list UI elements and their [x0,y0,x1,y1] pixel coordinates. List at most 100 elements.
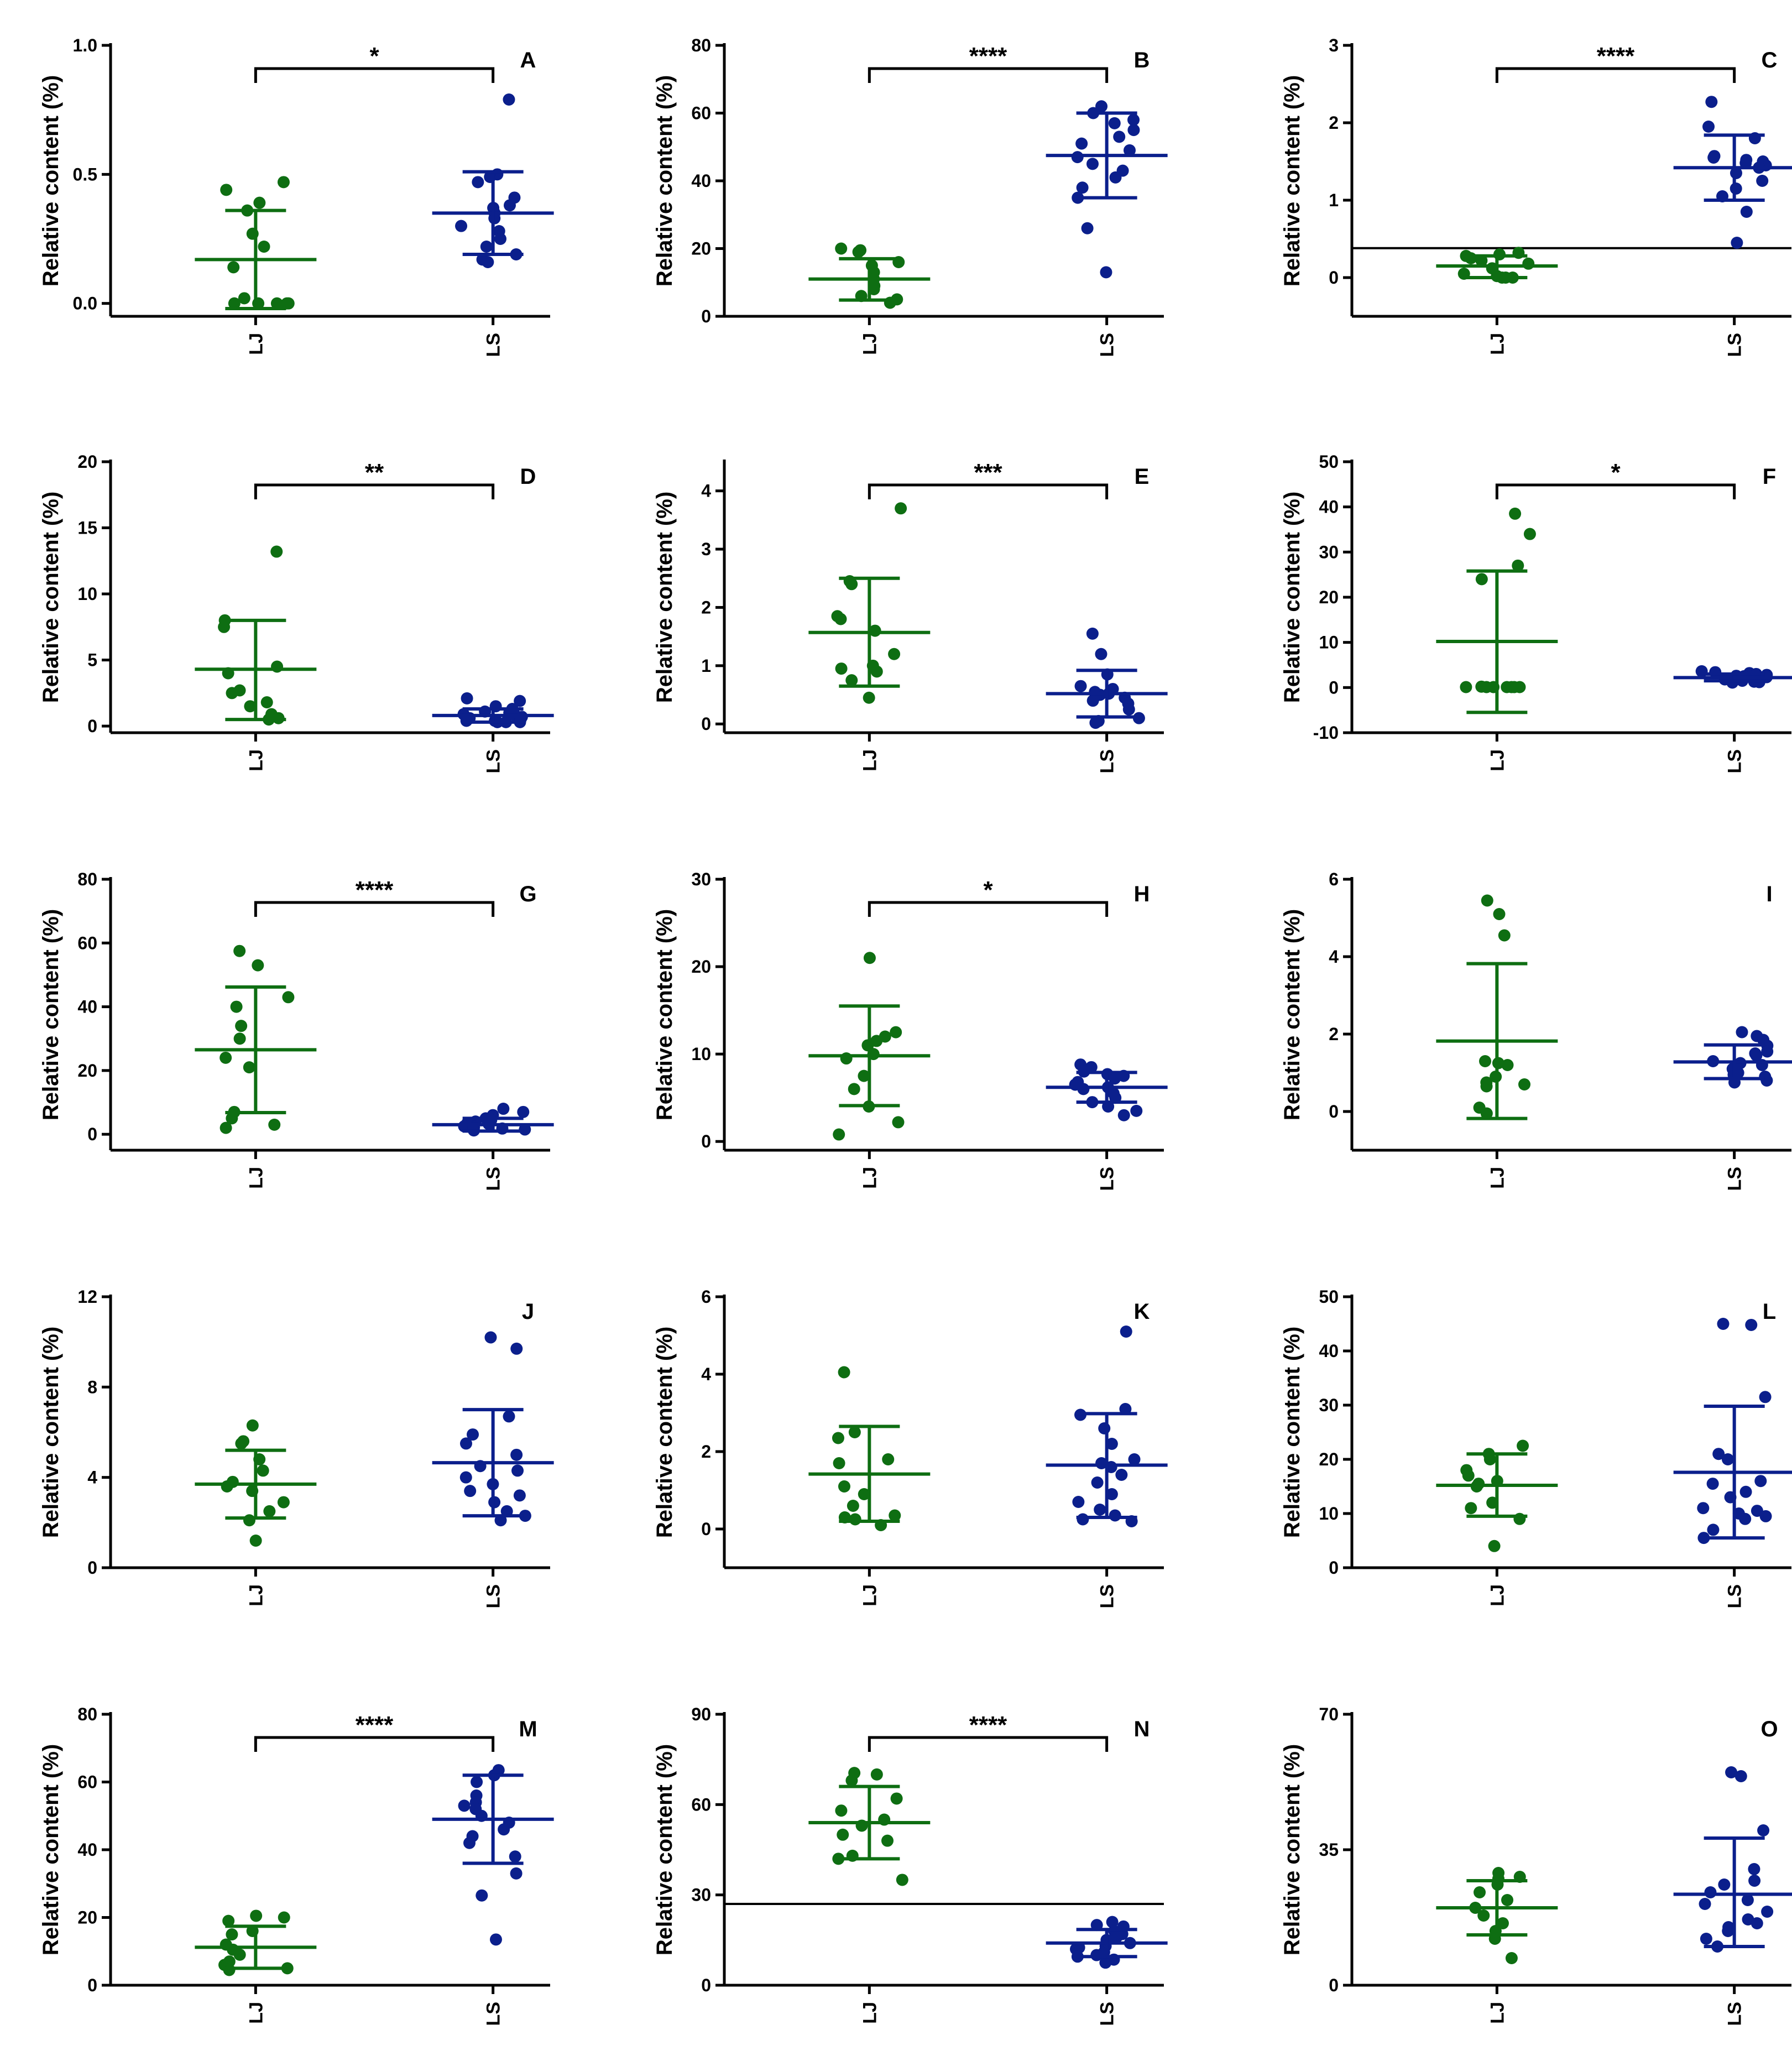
y-axis-title: Relative content (%) [39,1744,63,1955]
data-point [510,1342,523,1355]
data-point [1105,1488,1118,1500]
data-point [1761,1045,1774,1058]
data-point [1741,1894,1754,1906]
data-point [257,1464,269,1477]
panel-F: -10 0 10 20 30 40 50 Relative content (%) F LJ LS * [1280,452,1792,773]
data-point [838,1366,850,1379]
data-point [455,220,468,232]
data-point [1462,1469,1475,1482]
data-point [1071,151,1084,164]
y-axis-title: Relative content (%) [652,492,677,703]
series-LJ [1436,894,1558,1120]
data-point [1474,1886,1486,1898]
y-tick-label: 20 [77,1908,97,1928]
x-category-label: LS [1097,1167,1118,1191]
data-point [1460,681,1472,693]
data-point [230,1000,243,1013]
y-tick-label: 3 [1329,35,1339,55]
data-point [1501,1894,1514,1906]
significance-label: * [369,43,379,70]
data-point [892,1116,905,1129]
series-LS [432,692,554,728]
data-point [1757,1824,1770,1836]
x-category-label: LS [483,1167,504,1191]
y-tick-label: 0 [1329,268,1339,288]
significance-bracket [1495,67,1736,83]
y-tick-label: 40 [77,997,97,1017]
data-point [890,1792,903,1805]
panel-B: 0 20 40 60 80 Relative content (%) B LJ LS **** [652,35,1168,357]
y-tick-label: 10 [77,584,97,604]
data-point [1077,1083,1090,1095]
data-point [1718,1878,1731,1891]
data-point [1098,1422,1111,1434]
y-tick-label: 80 [77,1704,97,1724]
y-axis-title: Relative content (%) [39,909,63,1120]
series-LJ [808,1767,931,1886]
series-LS [432,1331,554,1527]
x-category-label: LJ [859,333,880,355]
data-point [263,1505,276,1517]
data-point [835,662,848,675]
series-LS [1046,100,1168,279]
x-category-label: LJ [859,1167,880,1189]
data-point [837,1828,849,1841]
data-point [1094,1504,1106,1516]
series-LJ [808,502,931,704]
data-point [221,1480,233,1493]
y-axis-title: Relative content (%) [1280,909,1304,1120]
data-point [1483,1453,1496,1465]
series-LJ [1436,1439,1558,1552]
y-tick-label: 60 [77,933,97,953]
y-tick-label: 6 [701,1287,711,1307]
data-point [1748,1863,1760,1875]
data-point [1739,1485,1752,1498]
data-point [467,1428,479,1441]
data-point [494,233,506,245]
data-point [226,1112,238,1125]
data-point [513,1489,526,1502]
data-point [517,1105,530,1118]
x-category-label: LJ [859,1584,880,1606]
significance-bracket [254,67,495,83]
data-point [1493,908,1506,920]
data-point [833,1457,845,1469]
y-tick-label: -10 [1313,723,1339,743]
y-tick-label: 20 [1319,587,1339,607]
data-point [1480,1080,1493,1093]
data-point [1120,1326,1132,1338]
data-point [1072,1496,1085,1508]
panel-D: 0 5 10 15 20 Relative content (%) D LJ LS ** [39,452,554,773]
panel-G: 0 20 40 60 80 Relative content (%) G LJ LS **** [39,869,554,1191]
significance-label: **** [356,876,394,904]
series-LJ [1436,507,1558,714]
series-LS [1046,1326,1168,1527]
data-point [1086,627,1099,640]
data-point [1477,1909,1490,1922]
data-point [1109,171,1122,184]
data-point [227,261,240,274]
data-point [1074,680,1087,692]
data-point [1075,137,1088,150]
series-LJ [195,944,317,1134]
x-category-label: LS [483,333,504,357]
panel-letter: D [520,465,536,489]
y-tick-label: 4 [701,481,711,501]
data-point [459,1437,472,1450]
data-point [464,1485,477,1497]
y-tick-label: 0 [1329,1558,1339,1578]
significance-label: * [1611,459,1621,486]
y-tick-label: 0 [701,306,711,326]
data-point [270,545,283,558]
data-point [233,1948,246,1961]
panel-letter: H [1134,882,1150,906]
y-axis-title: Relative content (%) [652,909,677,1120]
data-point [519,1510,531,1522]
y-tick-label: 0 [701,1131,711,1151]
data-point [1759,1510,1772,1522]
y-tick-label: 1 [701,656,711,676]
data-point [268,1118,281,1131]
data-point [870,1768,883,1781]
y-tick-label: 40 [1319,497,1339,517]
data-point [281,1962,294,1975]
